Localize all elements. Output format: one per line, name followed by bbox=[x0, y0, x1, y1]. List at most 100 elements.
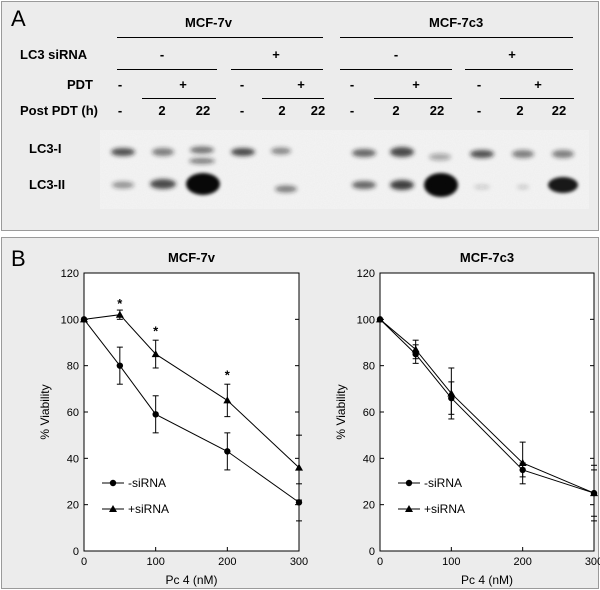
row-label-pdt: PDT bbox=[67, 77, 93, 92]
x-axis-label: Pc 4 (nM) bbox=[165, 573, 217, 587]
legend-marker-triangle bbox=[405, 505, 413, 512]
x-tick-label: 0 bbox=[81, 556, 87, 568]
plot-frame bbox=[379, 272, 595, 552]
pdt-value: + bbox=[412, 77, 420, 92]
y-tick-label: 0 bbox=[73, 546, 79, 558]
y-tick-label: 80 bbox=[363, 361, 375, 373]
data-point-triangle bbox=[223, 396, 232, 404]
post-pdt-value: 2 bbox=[516, 103, 524, 118]
y-tick-label: 20 bbox=[363, 500, 375, 512]
pdt-value: - bbox=[117, 77, 123, 92]
y-tick-label: 60 bbox=[67, 407, 79, 419]
pdt-bar bbox=[374, 98, 452, 99]
pdt-value: - bbox=[239, 77, 245, 92]
significance-asterisk: * bbox=[153, 324, 159, 339]
chart-1 bbox=[80, 272, 303, 552]
pdt-value: - bbox=[349, 77, 355, 92]
y-tick-label: 120 bbox=[357, 268, 375, 280]
chart-title: MCF-7v bbox=[168, 250, 216, 265]
sirna-value: + bbox=[508, 47, 516, 62]
data-point-triangle bbox=[590, 489, 598, 497]
cell-line-header-mcf7c3: MCF-7c3 bbox=[429, 15, 484, 30]
y-tick-label: 120 bbox=[61, 268, 79, 280]
y-axis-label: % Viability bbox=[334, 384, 348, 439]
sirna-value: - bbox=[159, 47, 165, 62]
cell-line-bar-mcf7v bbox=[117, 37, 323, 38]
data-point-circle bbox=[152, 411, 159, 418]
x-tick-label: 0 bbox=[377, 556, 383, 568]
post-pdt-value: 2 bbox=[158, 103, 166, 118]
cell-line-header-mcf7v: MCF-7v bbox=[185, 15, 232, 30]
pdt-bar bbox=[262, 98, 324, 99]
sirna-bar bbox=[465, 69, 573, 70]
panel-b-letter: B bbox=[11, 246, 26, 271]
chart-title: MCF-7c3 bbox=[460, 250, 514, 265]
data-point-circle bbox=[224, 448, 231, 455]
pdt-value: + bbox=[179, 77, 187, 92]
pdt-value: + bbox=[534, 77, 542, 92]
data-point-circle bbox=[116, 362, 124, 369]
post-pdt-value: 22 bbox=[429, 103, 445, 118]
y-tick-label: 100 bbox=[357, 314, 375, 326]
post-pdt-value: - bbox=[349, 103, 355, 118]
post-pdt-value: 22 bbox=[551, 103, 567, 118]
data-point-triangle bbox=[151, 350, 160, 358]
sirna-bar bbox=[117, 69, 217, 70]
x-tick-label: 300 bbox=[585, 556, 600, 568]
post-pdt-value: 2 bbox=[392, 103, 400, 118]
y-tick-label: 0 bbox=[369, 546, 375, 558]
significance-asterisk: * bbox=[117, 296, 123, 311]
data-point-triangle bbox=[518, 458, 527, 466]
x-tick-label: 100 bbox=[146, 556, 164, 568]
y-tick-label: 20 bbox=[67, 500, 79, 512]
data-point-triangle bbox=[115, 310, 124, 318]
x-tick-label: 100 bbox=[442, 556, 460, 568]
x-tick-label: 200 bbox=[513, 556, 531, 568]
western-blot-image bbox=[100, 130, 589, 209]
data-point-circle bbox=[295, 499, 303, 506]
data-point-triangle bbox=[295, 463, 303, 471]
pdt-value: - bbox=[476, 77, 482, 92]
sirna-value: + bbox=[272, 47, 280, 62]
panel-b: B MCF-7v 0 20 40 60 80 100 120 0 100 200 300 Pc 4 (n… bbox=[1, 237, 600, 589]
sirna-value: - bbox=[393, 47, 399, 62]
x-tick-label: 300 bbox=[290, 556, 308, 568]
legend-marker-circle bbox=[109, 479, 117, 487]
data-point-triangle bbox=[376, 315, 384, 323]
x-tick-label: 200 bbox=[218, 556, 236, 568]
cell-line-bar-mcf7c3 bbox=[340, 37, 573, 38]
panel-a-letter: A bbox=[11, 6, 26, 31]
data-point-triangle bbox=[80, 315, 88, 323]
band-label-lc3-i: LC3-I bbox=[29, 141, 62, 156]
y-tick-label: 60 bbox=[363, 407, 375, 419]
row-label-lc3-sirna: LC3 siRNA bbox=[20, 47, 88, 62]
significance-asterisk: * bbox=[225, 368, 231, 383]
data-point-triangle bbox=[411, 345, 420, 353]
x-axis-label: Pc 4 (nM) bbox=[461, 573, 513, 587]
pdt-bar bbox=[500, 98, 574, 99]
legend-label: -siRNA bbox=[128, 476, 166, 490]
post-pdt-value: 22 bbox=[195, 103, 211, 118]
y-tick-label: 40 bbox=[363, 453, 375, 465]
legend-marker-triangle bbox=[109, 505, 117, 512]
post-pdt-value: - bbox=[239, 103, 245, 118]
pdt-bar bbox=[142, 98, 216, 99]
post-pdt-value: 2 bbox=[278, 103, 286, 118]
post-pdt-value: 22 bbox=[310, 103, 326, 118]
band-label-lc3-ii: LC3-II bbox=[29, 177, 66, 192]
sirna-bar bbox=[231, 69, 323, 70]
y-tick-label: 80 bbox=[67, 361, 79, 373]
post-pdt-value: - bbox=[117, 103, 123, 118]
sirna-bar bbox=[340, 69, 452, 70]
legend-label: +siRNA bbox=[424, 502, 465, 516]
legend-label: -siRNA bbox=[424, 476, 462, 490]
pdt-value: + bbox=[297, 77, 305, 92]
panel-a: A MCF-7v MCF-7c3 LC3 siRNA - + - + PDT -… bbox=[1, 1, 599, 231]
data-point-triangle bbox=[447, 389, 456, 397]
y-axis-label: % Viability bbox=[38, 384, 52, 439]
row-label-post-pdt: Post PDT (h) bbox=[20, 103, 98, 118]
legend-marker-circle bbox=[405, 479, 413, 487]
post-pdt-value: - bbox=[476, 103, 482, 118]
